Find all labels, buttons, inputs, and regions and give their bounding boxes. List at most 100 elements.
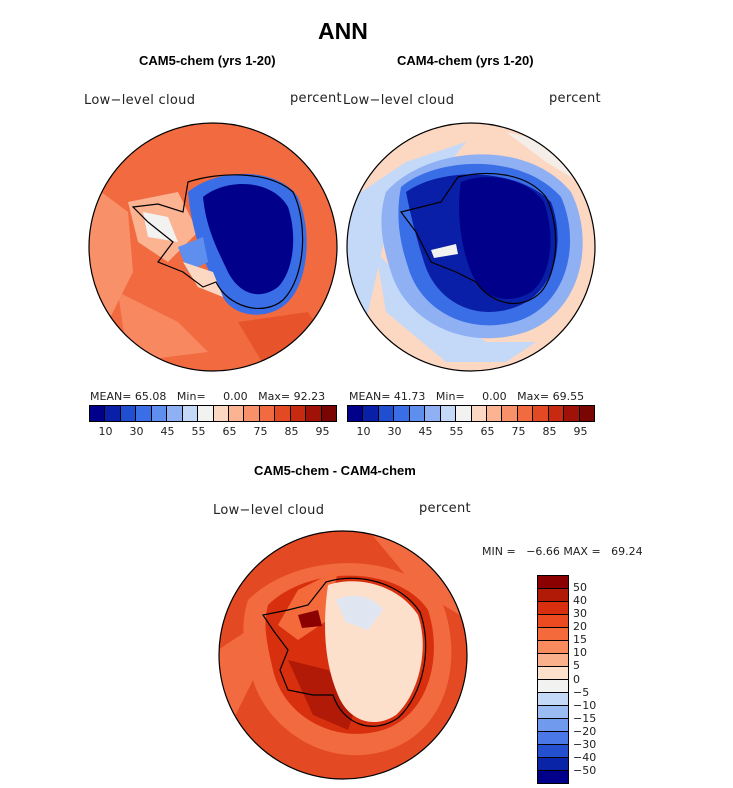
panel1-colorbar-swatch [213, 406, 229, 421]
diff-stats: MIN = −6.66 MAX = 69.24 [482, 545, 643, 558]
panel1-colorbar-swatch [228, 406, 245, 421]
panel1-colorbar-swatch [259, 406, 276, 421]
panel2-colorbar-ticks: 10 30 45 55 65 75 85 95 [347, 425, 593, 439]
panel2-colorbar-tick-label: 85 [542, 425, 557, 438]
panel1-colorbar-ticks: 10 30 45 55 65 75 85 95 [89, 425, 335, 439]
panel1-colorbar-tick-label: 30 [129, 425, 144, 438]
diff-colorbar-tick-label: 20 [573, 620, 587, 634]
panel1-colorbar-swatch [136, 406, 152, 421]
panel2-colorbar-tick-label: 95 [573, 425, 588, 438]
panel2-colorbar-swatch [440, 406, 457, 421]
diff-units: percent [419, 501, 471, 516]
panel2-colorbar-swatch [517, 406, 534, 421]
diff-colorbar-tick-label: 5 [573, 659, 580, 673]
diff-colorbar-swatch [538, 615, 568, 628]
panel2-colorbar-swatch [425, 406, 441, 421]
diff-colorbar-tick-label: −40 [573, 750, 597, 764]
diff-colorbar-swatch [538, 576, 568, 589]
diff-colorbar-swatch [538, 589, 568, 602]
panel2-mean-label: MEAN= [349, 390, 391, 403]
diff-colorbar-swatch [538, 719, 568, 732]
panel2-field-label: Low−level cloud [343, 93, 455, 108]
panel2-colorbar-tick-label: 45 [418, 425, 433, 438]
panel2-colorbar-tick-label: 10 [356, 425, 371, 438]
panel1-colorbar-swatch [306, 406, 322, 421]
diff-map [218, 530, 468, 780]
panel1-field-label: Low−level cloud [84, 93, 196, 108]
panel2-min-label: Min= [435, 390, 465, 403]
diff-colorbar-swatch [538, 641, 568, 654]
diff-colorbar-swatch [538, 758, 568, 771]
diff-colorbar-tick-label: −20 [573, 724, 597, 738]
panel1-colorbar-swatch [275, 406, 291, 421]
panel2-colorbar-swatch [348, 406, 364, 421]
panel2-map [346, 122, 596, 372]
diff-colorbar-swatch [538, 667, 568, 680]
panel2-colorbar-tick-label: 30 [387, 425, 402, 438]
diff-field-label: Low−level cloud [213, 503, 325, 518]
panel1-max: 92.23 [293, 390, 326, 403]
diff-max: 69.24 [611, 545, 643, 558]
panel1-title: CAM5-chem (yrs 1-20) [139, 53, 276, 68]
panel2-colorbar-swatch [409, 406, 426, 421]
diff-colorbar-tick-label: −50 [573, 763, 597, 777]
diff-colorbar-tick-label: −10 [573, 698, 597, 712]
panel1-colorbar-tick-label: 85 [284, 425, 299, 438]
diff-colorbar-swatch [538, 693, 568, 706]
panel1-units: percent [290, 91, 342, 106]
panel1-colorbar-tick-label: 95 [315, 425, 330, 438]
panel2-max-label: Max= [517, 390, 550, 403]
panel2-colorbar-swatch [394, 406, 410, 421]
diff-colorbar-tick-label: 0 [573, 672, 580, 686]
panel1-min: 0.00 [223, 390, 248, 403]
panel2-colorbar-swatch [456, 406, 472, 421]
panel1-map [88, 122, 338, 372]
panel2-min: 0.00 [482, 390, 507, 403]
diff-colorbar-tick-label: −15 [573, 711, 597, 725]
panel2-colorbar-tick-label: 55 [449, 425, 464, 438]
diff-colorbar-tick-label: −5 [573, 685, 590, 699]
diff-colorbar-swatch [538, 602, 568, 615]
diff-colorbar-tick-label: 30 [573, 607, 587, 621]
diff-title: CAM5-chem - CAM4-chem [254, 463, 416, 478]
panel1-colorbar-swatch [290, 406, 307, 421]
panel1-colorbar-swatch [321, 406, 336, 421]
panel2-colorbar-swatch [486, 406, 503, 421]
panel2-colorbar-swatch [363, 406, 379, 421]
diff-colorbar-tick-label: 10 [573, 646, 587, 660]
panel2-max: 69.55 [552, 390, 585, 403]
diff-colorbar-swatch [538, 628, 568, 641]
panel2-units: percent [549, 91, 601, 106]
diff-colorbar-tick-label: −30 [573, 737, 597, 751]
diff-colorbar-swatch [538, 706, 568, 719]
panel1-mean-label: MEAN= [90, 390, 132, 403]
diff-colorbar-swatch [538, 654, 568, 667]
panel1-colorbar-swatch [120, 406, 137, 421]
diff-colorbar-swatch [538, 732, 568, 745]
panel2-title: CAM4-chem (yrs 1-20) [397, 53, 534, 68]
panel1-colorbar-swatch [244, 406, 260, 421]
panel2-stats: MEAN= 41.73 Min= 0.00 Max= 69.55 [349, 390, 584, 403]
panel1-colorbar-tick-label: 75 [253, 425, 268, 438]
panel2-colorbar-swatch [579, 406, 594, 421]
diff-max-label: MAX = [563, 545, 601, 558]
diff-colorbar-tick-label: 40 [573, 594, 587, 608]
diff-colorbar-swatch [538, 680, 568, 693]
panel2-mean: 41.73 [393, 390, 426, 403]
panel2-colorbar-swatch [548, 406, 565, 421]
panel2-colorbar-swatch [564, 406, 580, 421]
diff-min: −6.66 [526, 545, 560, 558]
panel1-colorbar-swatch [90, 406, 106, 421]
panel2-colorbar-tick-label: 75 [511, 425, 526, 438]
panel1-mean: 65.08 [134, 390, 167, 403]
panel1-max-label: Max= [258, 390, 291, 403]
panel2-colorbar-swatch [502, 406, 518, 421]
diff-colorbar-swatch [538, 771, 568, 783]
panel1-colorbar-swatch [167, 406, 183, 421]
panel1-colorbar-tick-label: 55 [191, 425, 206, 438]
panel1-colorbar-swatch [151, 406, 168, 421]
diff-colorbar-tick-label: 15 [573, 633, 587, 647]
panel2-colorbar-swatch [378, 406, 395, 421]
panel2-colorbar-swatch [471, 406, 487, 421]
figure-title: ANN [318, 18, 368, 44]
